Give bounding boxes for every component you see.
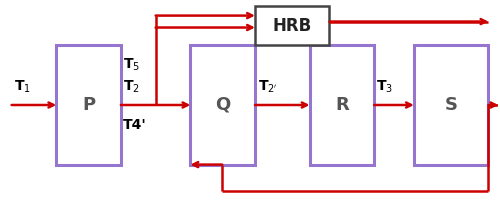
- Text: HRB: HRB: [272, 17, 312, 34]
- Bar: [56, 45, 121, 165]
- Bar: [190, 45, 255, 165]
- Bar: [255, 6, 330, 45]
- Text: S: S: [444, 96, 458, 114]
- Text: R: R: [335, 96, 349, 114]
- Text: T$_1$: T$_1$: [14, 79, 30, 95]
- Text: T4': T4': [123, 118, 146, 132]
- Bar: [310, 45, 374, 165]
- Text: T$_3$: T$_3$: [376, 79, 393, 95]
- Text: Q: Q: [215, 96, 230, 114]
- Text: P: P: [82, 96, 95, 114]
- Bar: [414, 45, 488, 165]
- Text: T$_5$: T$_5$: [123, 57, 140, 74]
- Text: T$_2$: T$_2$: [123, 79, 140, 95]
- Text: T$_{2^{\prime}}$: T$_{2^{\prime}}$: [258, 79, 278, 95]
